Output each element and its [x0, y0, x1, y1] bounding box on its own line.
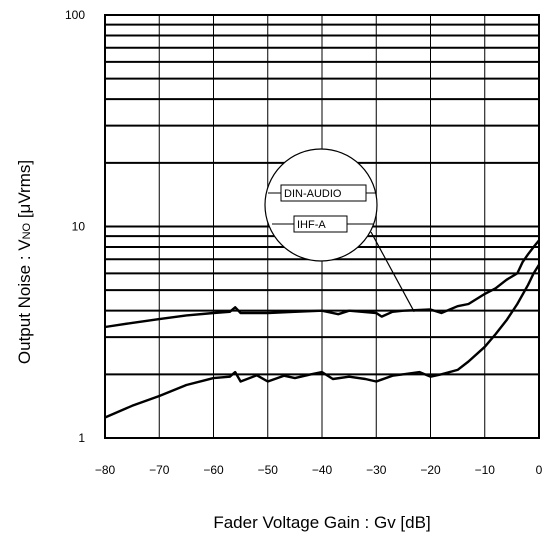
- legend-callout: DIN-AUDIO IHF-A: [264, 148, 415, 313]
- x-tick-label: 0: [536, 463, 543, 477]
- y-tick-label: 100: [65, 8, 85, 22]
- y-axis-label-subscript: NO: [21, 222, 33, 239]
- legend-box: [293, 215, 348, 233]
- y-axis-label: Output Noise : VNO [μVrms]: [15, 160, 34, 364]
- x-axis-ticks: −80 −70 −60 −50 −40 −30 −20 −10 0: [95, 463, 543, 477]
- y-tick-label: 10: [72, 220, 86, 234]
- legend-label: IHF-A: [297, 219, 326, 231]
- callout-leader-line: [370, 231, 415, 313]
- y-axis-label-prefix: Output Noise : V: [15, 239, 34, 364]
- y-tick-label: 1: [78, 431, 85, 445]
- x-tick-label: −60: [203, 463, 224, 477]
- callout-circle: [264, 148, 378, 262]
- series-line-ihf-a: [104, 264, 541, 419]
- series-line-din-audio: [104, 239, 540, 329]
- x-tick-label: −50: [258, 463, 279, 477]
- legend-label: DIN-AUDIO: [284, 188, 342, 200]
- x-axis-label: Fader Voltage Gain : Gv [dB]: [213, 513, 430, 532]
- x-tick-label: −80: [95, 463, 116, 477]
- x-tick-label: −30: [366, 463, 387, 477]
- x-tick-label: −20: [420, 463, 441, 477]
- x-tick-label: −40: [312, 463, 333, 477]
- plot-frame: [104, 14, 540, 439]
- legend-box: [280, 184, 367, 202]
- x-tick-label: −70: [149, 463, 170, 477]
- y-axis-ticks: 1 10 100: [65, 8, 85, 445]
- series-layer: [104, 239, 541, 419]
- x-tick-label: −10: [475, 463, 496, 477]
- y-axis-label-suffix: [μVrms]: [15, 160, 34, 223]
